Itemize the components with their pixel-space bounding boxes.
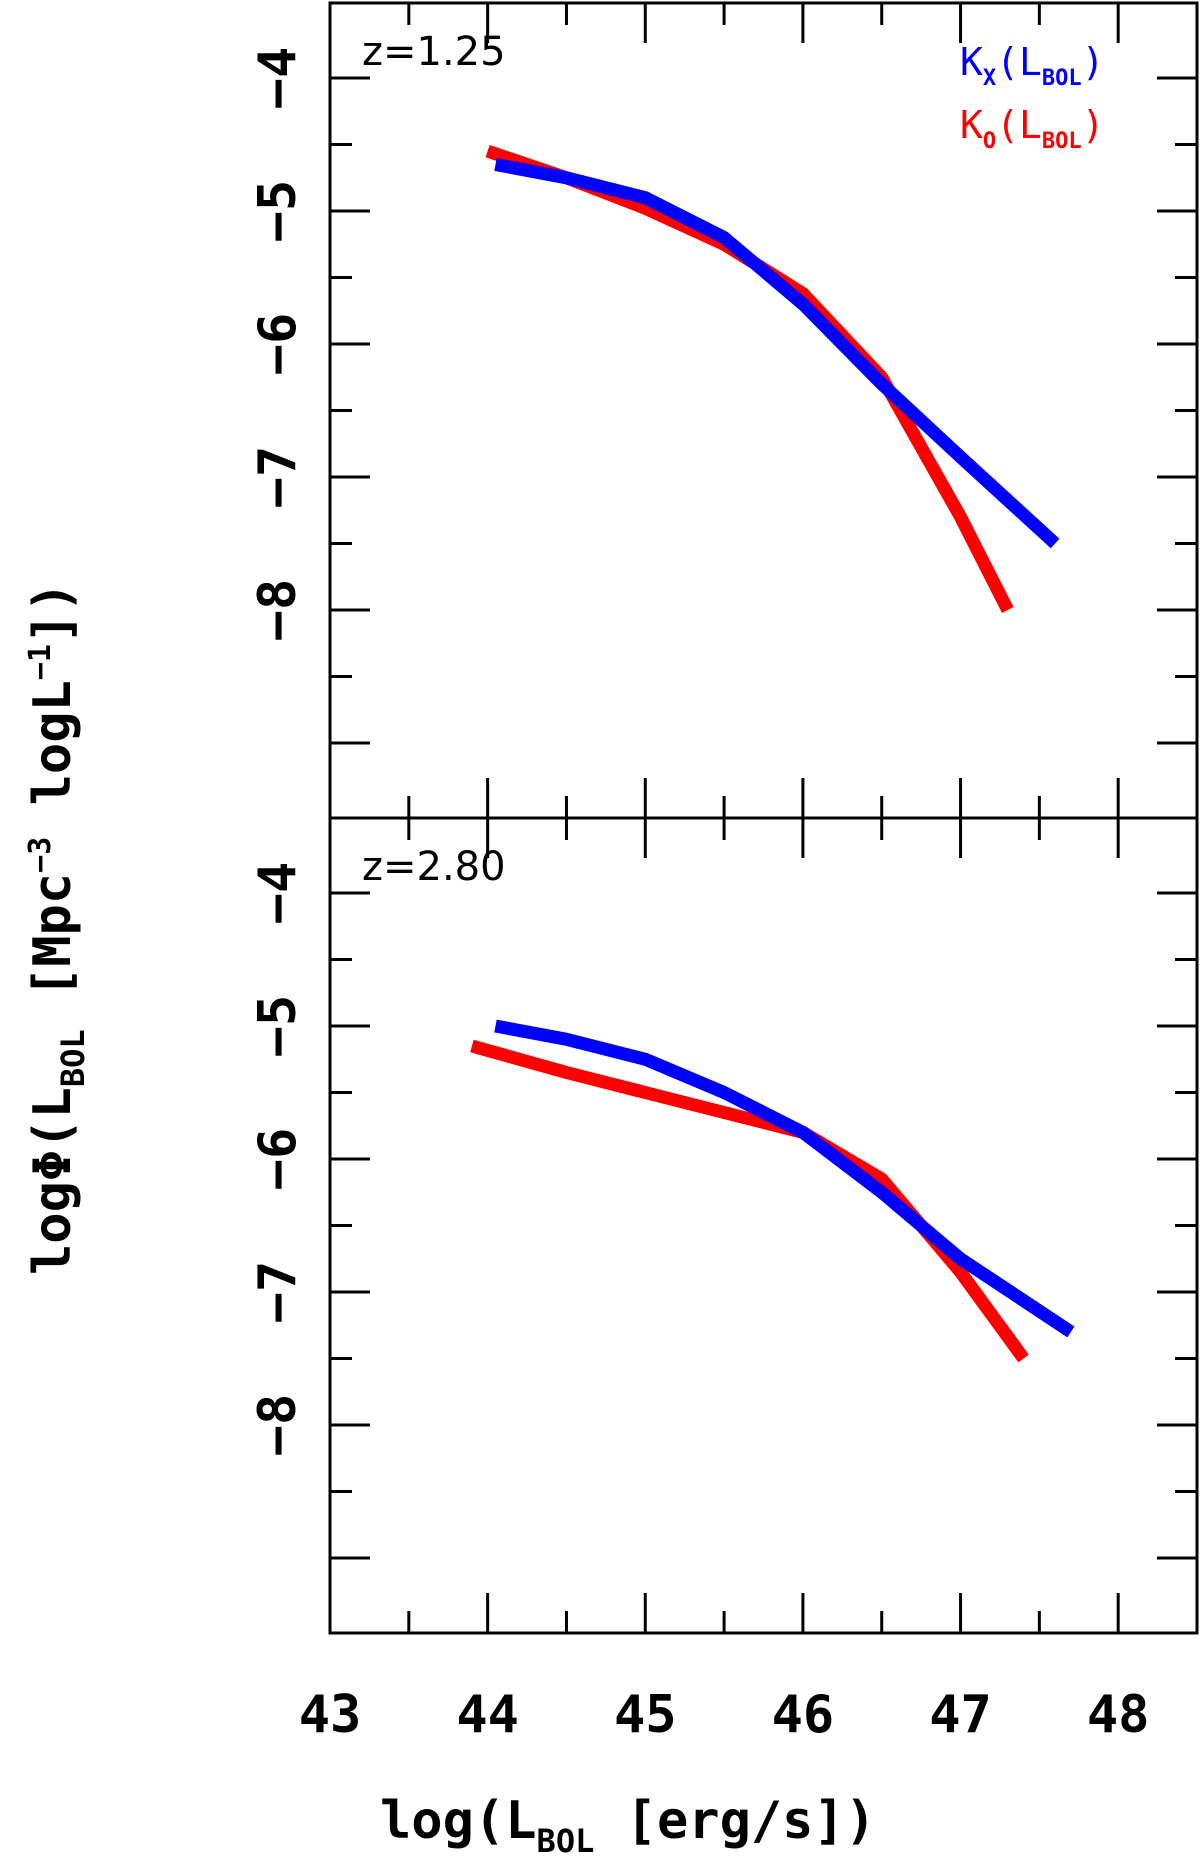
legend-entry-ko: KO(LBOL)	[960, 103, 1105, 154]
panel-label-bottom: z=2.80	[362, 844, 506, 890]
y-tick-label-top: −4	[248, 47, 308, 110]
legend-entry-kx: KX(LBOL)	[960, 40, 1105, 91]
series-line-ko-bottom	[470, 1039, 1029, 1363]
series-line-kx-bottom	[494, 1019, 1075, 1338]
y-tick-label-top: −8	[248, 579, 308, 642]
x-tick-label: 46	[772, 1685, 835, 1745]
series-line-kx-top	[494, 158, 1060, 549]
x-tick-label: 48	[1087, 1685, 1150, 1745]
x-tick-label: 43	[299, 1685, 362, 1745]
x-tick-label: 44	[456, 1685, 519, 1745]
plot-frame-bottom	[328, 816, 1199, 1635]
panel-top: −4 −5 −6 −7 −8 z=1.25	[248, 1, 1199, 820]
y-tick-label-bottom: −6	[248, 1128, 308, 1191]
x-tick-label: 47	[929, 1685, 992, 1745]
y-tick-label-top: −6	[248, 313, 308, 376]
y-tick-label-bottom: −8	[248, 1394, 308, 1457]
y-tick-label-top: −7	[248, 446, 308, 509]
x-axis-title: log(LBOL [erg/s])	[380, 1791, 876, 1860]
plot-frame-top	[328, 1, 1199, 820]
panel-bottom: −4 −5 −6 −7 −8 43 44 45 46 47 48 z=2.80	[248, 816, 1199, 1745]
legend: KX(LBOL) KO(LBOL)	[960, 40, 1105, 154]
x-tick-label: 45	[614, 1685, 677, 1745]
y-tick-label-bottom: −7	[248, 1261, 308, 1324]
panel-label-top: z=1.25	[362, 29, 506, 75]
series-line-ko-top	[485, 144, 1014, 613]
y-tick-label-bottom: −5	[248, 995, 308, 1058]
y-tick-label-bottom: −4	[248, 862, 308, 925]
y-axis-title: logΦ(LBOL [Mpc−3 logL−1])	[23, 581, 92, 1275]
y-tick-label-top: −5	[248, 180, 308, 243]
